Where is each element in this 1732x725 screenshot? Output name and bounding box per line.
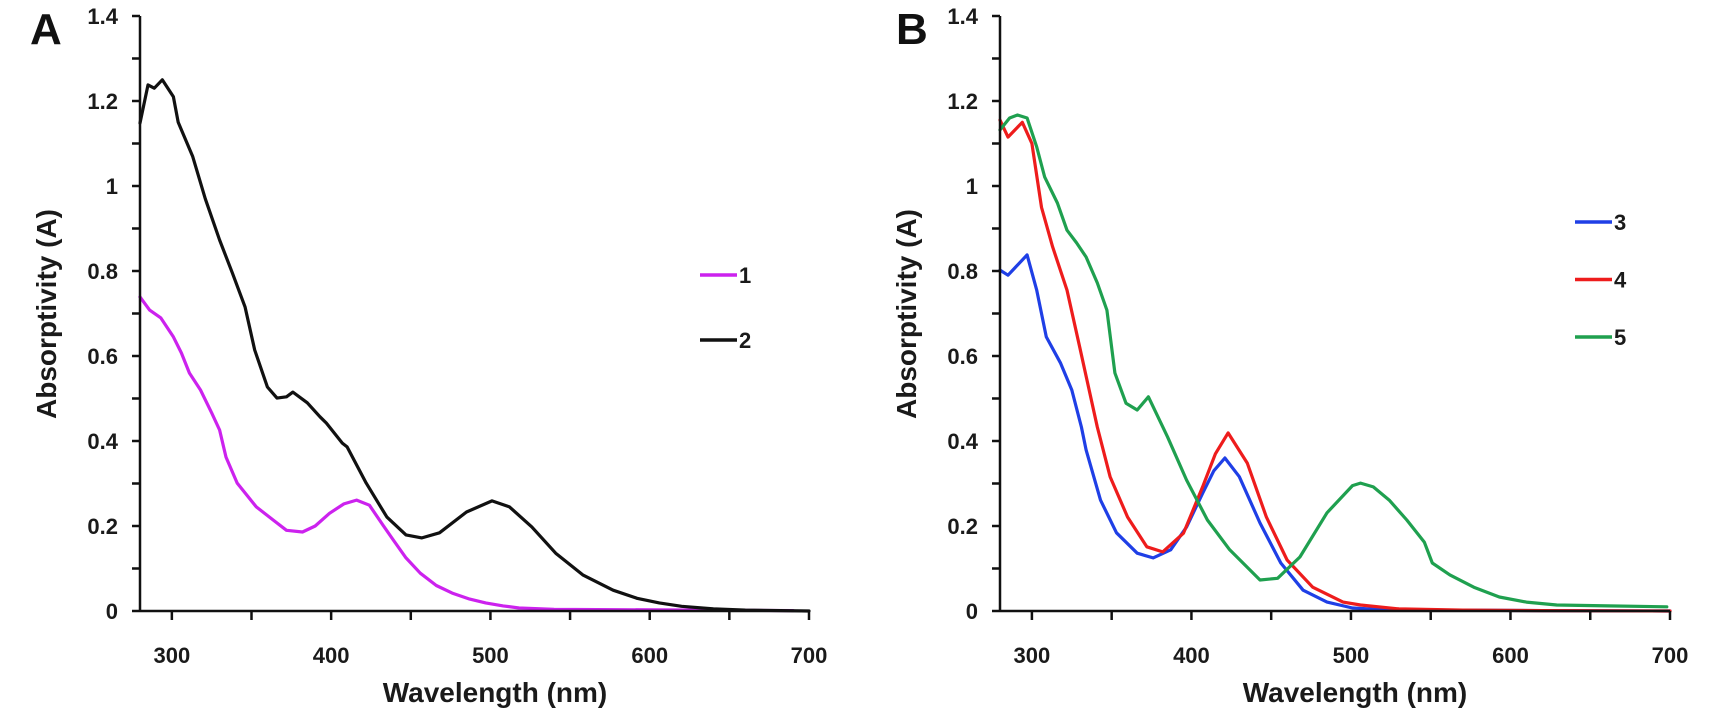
y-tick-label: 0.8	[947, 259, 978, 284]
x-axis-title: Wavelength (nm)	[1243, 677, 1468, 708]
y-axis-title: Absorptivity (A)	[31, 209, 62, 419]
x-tick-label: 600	[1492, 643, 1529, 668]
legend-item-2: 2	[700, 328, 751, 353]
y-tick-label: 0.6	[87, 344, 118, 369]
y-tick-label: 0.2	[87, 514, 118, 539]
x-tick-label: 300	[153, 643, 190, 668]
legend-label: 1	[739, 263, 751, 288]
x-tick-label: 500	[1333, 643, 1370, 668]
legend-label: 5	[1614, 325, 1626, 350]
y-tick-label: 0.8	[87, 259, 118, 284]
series-4-line	[998, 118, 1672, 613]
x-tick-label: 500	[472, 643, 509, 668]
panel-b: B Absorptivity (A) Wavelength (nm) 0 0.2 0…	[891, 4, 1688, 708]
panel-letter: A	[30, 5, 62, 54]
panel-a: A Absorptivity (A) Wavelength (nm) 0 0.2 0…	[30, 4, 827, 708]
panel-letter: B	[896, 5, 928, 54]
x-tick-label: 300	[1014, 643, 1051, 668]
legend-item-4: 4	[1575, 268, 1627, 293]
legend-item-5: 5	[1575, 325, 1626, 350]
x-tick-label: 700	[791, 643, 828, 668]
legend-label: 3	[1614, 210, 1626, 235]
series-2-line	[138, 78, 811, 613]
x-tick-label: 400	[313, 643, 350, 668]
x-tick-label: 400	[1173, 643, 1210, 668]
series-5-line	[998, 113, 1669, 609]
series-3-line	[998, 253, 1672, 613]
x-axis-title: Wavelength (nm)	[383, 677, 608, 708]
y-tick-label: 0.2	[947, 514, 978, 539]
legend-label: 4	[1614, 268, 1627, 293]
y-tick-label: 0	[966, 599, 978, 624]
y-tick-label: 1.2	[87, 89, 118, 114]
y-tick-label: 1	[106, 174, 118, 199]
y-tick-label: 1.4	[87, 4, 118, 29]
y-tick-label: 0.6	[947, 344, 978, 369]
y-tick-label: 0.4	[947, 429, 978, 454]
y-tick-label: 1.2	[947, 89, 978, 114]
y-tick-label: 1	[966, 174, 978, 199]
legend-item-1: 1	[700, 263, 751, 288]
y-tick-label: 0	[106, 599, 118, 624]
legend-label: 2	[739, 328, 751, 353]
y-tick-label: 1.4	[947, 4, 978, 29]
legend-item-3: 3	[1575, 210, 1626, 235]
x-tick-label: 600	[631, 643, 668, 668]
series-1-line	[138, 295, 795, 613]
x-tick-label: 700	[1652, 643, 1689, 668]
y-axis-title: Absorptivity (A)	[891, 209, 922, 419]
y-tick-label: 0.4	[87, 429, 118, 454]
